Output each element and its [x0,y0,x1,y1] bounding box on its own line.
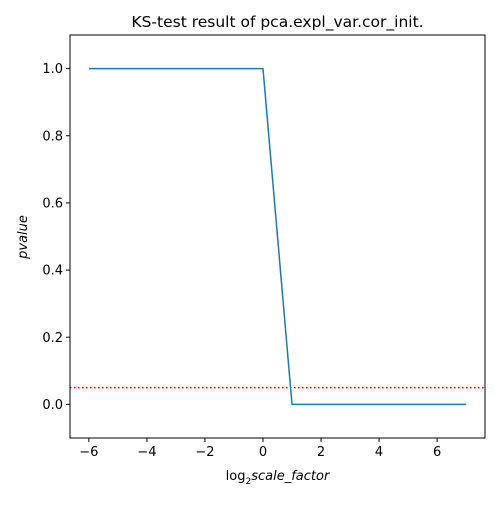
plot-area: −6 −4 −2 0 2 4 6 0.0 0.2 0.4 0.6 0.8 1.0 [42,35,485,460]
x-tick-label: 2 [317,445,325,460]
y-tick-label: 0.8 [42,129,63,144]
y-tick-label: 0.4 [42,264,63,279]
x-tick-label: −6 [79,445,98,460]
x-tick-label: −4 [137,445,156,460]
y-axis-label: pvalue [16,215,31,260]
x-tick-label: 0 [259,445,267,460]
x-axis-label-prefix: log [226,469,246,484]
x-tick-label: 6 [433,445,441,460]
y-tick-label: 0.2 [42,331,63,346]
y-tick-label: 1.0 [42,62,63,77]
x-axis-label-suffix: scale_factor [251,469,331,484]
x-tick-label: −2 [195,445,214,460]
y-tick-label: 0.6 [42,196,63,211]
y-tick-label: 0.0 [42,398,63,413]
x-tick-label: 4 [375,445,383,460]
chart-title: KS-test result of pca.expl_var.cor_init. [131,13,423,32]
x-axis-label: log2scale_factor [226,469,331,487]
series-line-0 [89,69,466,405]
